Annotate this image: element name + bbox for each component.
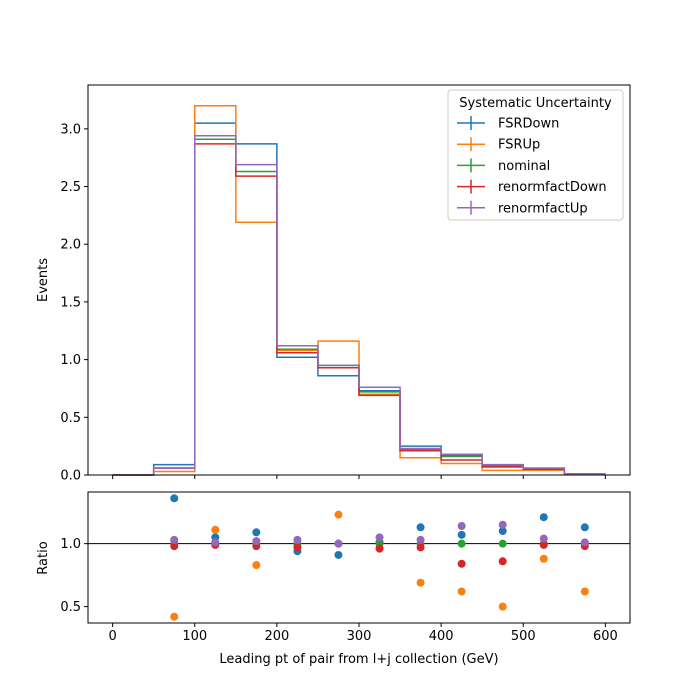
ratio-point-renormfactUp bbox=[498, 520, 507, 529]
legend-label: FSRDown bbox=[498, 117, 559, 132]
ratio-point-renormfactUp bbox=[375, 533, 384, 542]
ratio-point-FSRUp bbox=[334, 510, 343, 519]
legend-label: FSRUp bbox=[498, 138, 540, 153]
legend-items: FSRDown FSRUp nominal renormfactDown renormf… bbox=[457, 116, 607, 216]
ratio-point-renormfactDown bbox=[170, 542, 179, 551]
ratio-point-renormfactDown bbox=[293, 543, 302, 552]
legend-box bbox=[447, 89, 624, 221]
x-tick-label: 100 bbox=[182, 629, 207, 644]
main-plot-panel: 0.0 0.5 1.0 1.5 2.0 2.5 3.0 Events bbox=[36, 84, 631, 484]
main-y-axis-label: Events bbox=[36, 258, 51, 302]
ratio-point-renormfactDown bbox=[416, 543, 425, 552]
ratio-point-renormfactDown bbox=[498, 557, 507, 566]
ratio-point-FSRUp bbox=[252, 561, 261, 570]
x-axis-label: Leading pt of pair from l+j collection (… bbox=[219, 652, 498, 667]
x-tick-label: 400 bbox=[429, 629, 454, 644]
ratio-y-tick-label: 0.5 bbox=[60, 600, 81, 615]
x-tick-label: 300 bbox=[347, 629, 372, 644]
ratio-y-tick-label: 1.0 bbox=[60, 537, 81, 552]
x-tick-label: 0 bbox=[108, 629, 116, 644]
legend-label: renormfactUp bbox=[498, 201, 588, 216]
ratio-point-renormfactUp bbox=[580, 538, 589, 547]
legend-title: Systematic Uncertainty bbox=[459, 96, 612, 111]
ratio-points-group bbox=[170, 494, 589, 621]
ratio-point-nominal bbox=[457, 539, 466, 548]
ratio-point-renormfactDown bbox=[539, 540, 548, 549]
ratio-point-renormfactUp bbox=[457, 522, 466, 531]
x-tick-label: 200 bbox=[264, 629, 289, 644]
ratio-point-FSRUp bbox=[498, 602, 507, 611]
ratio-point-FSRDown bbox=[416, 523, 425, 532]
ratio-point-FSRDown bbox=[252, 528, 261, 537]
ratio-point-FSRUp bbox=[416, 578, 425, 587]
main-y-tick-label: 1.0 bbox=[60, 353, 81, 368]
legend-item-renormfactDown: renormfactDown bbox=[457, 179, 607, 195]
ratio-point-FSRDown bbox=[170, 494, 179, 503]
ratio-point-renormfactUp bbox=[416, 535, 425, 544]
legend: Systematic Uncertainty FSRDown FSRUp nomin… bbox=[447, 89, 624, 221]
legend-item-FSRDown: FSRDown bbox=[457, 116, 559, 132]
legend-item-FSRUp: FSRUp bbox=[457, 137, 540, 153]
main-axis-ticks: 0.0 0.5 1.0 1.5 2.0 2.5 3.0 bbox=[60, 122, 606, 484]
ratio-point-renormfactUp bbox=[252, 537, 261, 546]
main-y-tick-label: 0.0 bbox=[60, 469, 81, 484]
ratio-point-FSRDown bbox=[498, 527, 507, 536]
ratio-axis-ticks: 0 100 200 300 400 500 600 0.5 1.0 bbox=[60, 537, 617, 644]
ratio-point-FSRUp bbox=[457, 587, 466, 596]
ratio-point-renormfactDown bbox=[375, 544, 384, 553]
ratio-point-renormfactDown bbox=[457, 559, 466, 568]
main-y-tick-label: 3.0 bbox=[60, 122, 81, 137]
ratio-point-FSRDown bbox=[539, 513, 548, 522]
main-y-tick-label: 2.5 bbox=[60, 180, 81, 195]
legend-item-renormfactUp: renormfactUp bbox=[457, 200, 588, 216]
x-tick-label: 500 bbox=[511, 629, 536, 644]
x-tick-label: 600 bbox=[593, 629, 618, 644]
ratio-point-FSRUp bbox=[211, 525, 220, 534]
main-y-tick-label: 2.0 bbox=[60, 238, 81, 253]
main-y-tick-label: 0.5 bbox=[60, 411, 81, 426]
legend-label: renormfactDown bbox=[498, 180, 607, 195]
ratio-point-FSRDown bbox=[457, 530, 466, 539]
ratio-point-renormfactUp bbox=[170, 535, 179, 544]
ratio-point-FSRUp bbox=[170, 612, 179, 621]
histogram-line-renormfactUp bbox=[112, 135, 606, 476]
main-y-tick-label: 1.5 bbox=[60, 295, 81, 310]
ratio-point-renormfactUp bbox=[293, 535, 302, 544]
histogram-series-group bbox=[112, 105, 606, 476]
legend-item-nominal: nominal bbox=[457, 158, 550, 174]
ratio-point-renormfactUp bbox=[211, 538, 220, 547]
ratio-point-nominal bbox=[498, 539, 507, 548]
ratio-point-FSRDown bbox=[580, 523, 589, 532]
ratio-y-axis-label: Ratio bbox=[36, 541, 51, 574]
ratio-point-FSRUp bbox=[539, 554, 548, 563]
ratio-point-renormfactUp bbox=[334, 539, 343, 548]
ratio-point-FSRDown bbox=[334, 550, 343, 559]
ratio-plot-panel: 0 100 200 300 400 500 600 0.5 1.0 Ratio Leading … bbox=[36, 491, 631, 667]
legend-label: nominal bbox=[498, 159, 550, 174]
ratio-point-renormfactUp bbox=[539, 534, 548, 543]
ratio-point-FSRUp bbox=[580, 587, 589, 596]
